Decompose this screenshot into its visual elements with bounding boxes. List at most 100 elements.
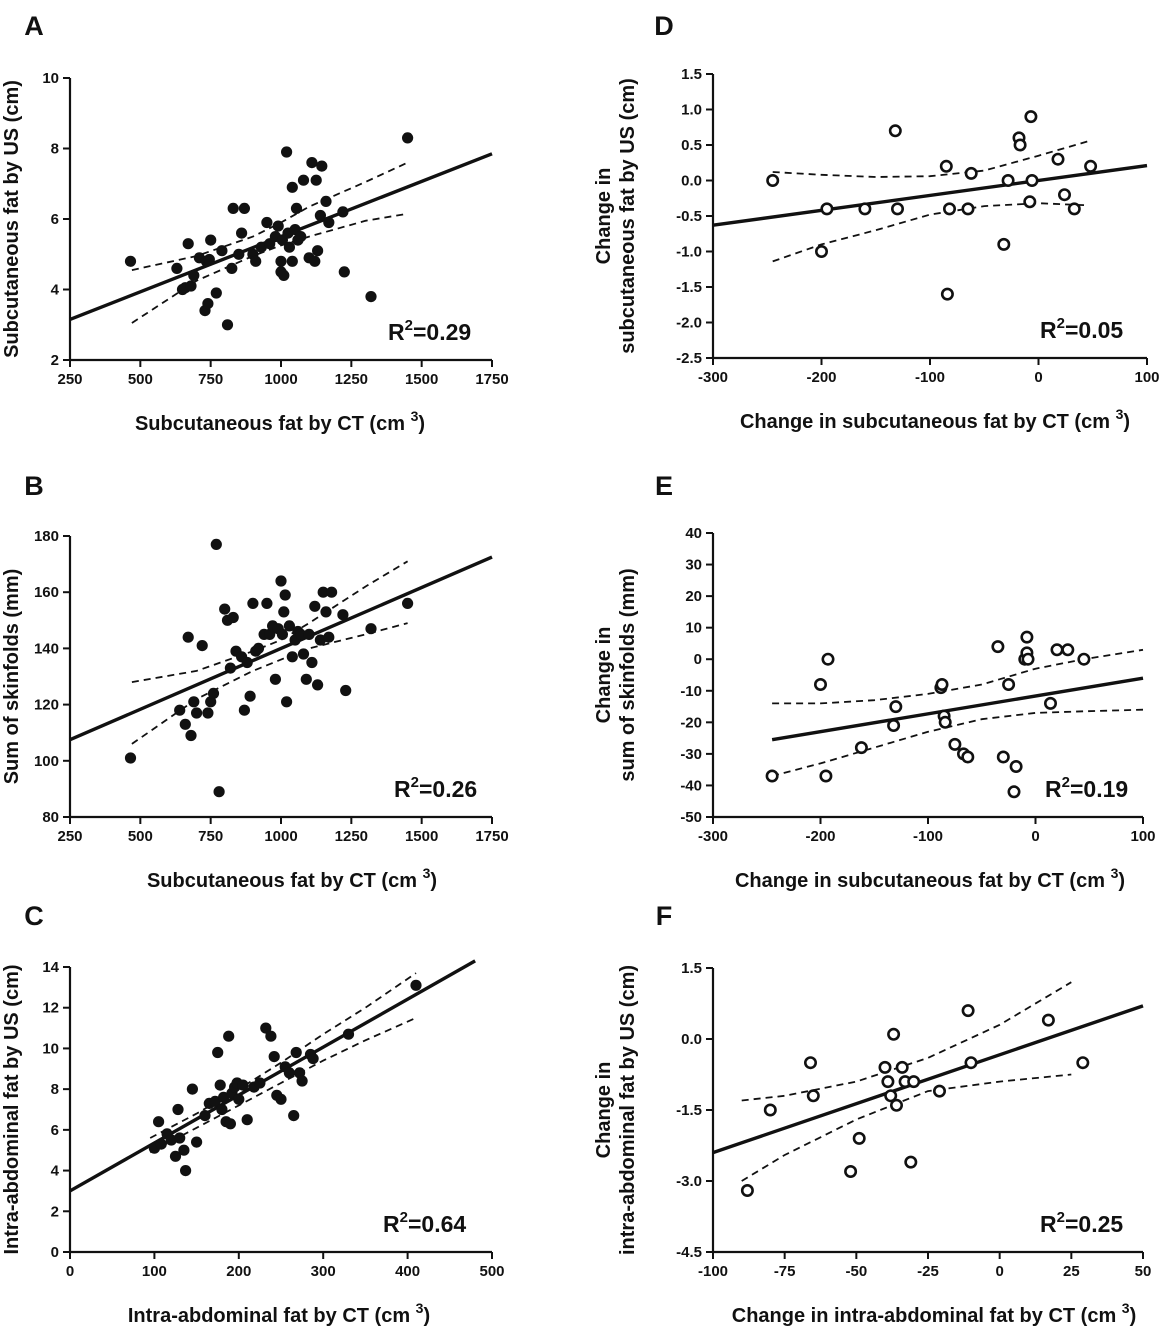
- panel-a-data-point: [236, 227, 248, 239]
- panel-b-x-tick-label: 500: [128, 828, 153, 845]
- panel-c-data-point: [265, 1030, 277, 1042]
- panel-a-data-point: [312, 245, 324, 257]
- panel-e-x-tick-label: -200: [805, 828, 835, 845]
- panel-c-data-point: [218, 1091, 230, 1103]
- panel-c-ci-upper: [149, 972, 417, 1139]
- panel-f-x-tick-label: 0: [995, 1263, 1003, 1280]
- panel-e-letter: E: [655, 471, 673, 501]
- panel-d-data-point: [1013, 138, 1027, 152]
- panel-d-data-point: [820, 202, 834, 216]
- panel-a-x-axis-label: Subcutaneous fat by CT (cm 3): [135, 408, 425, 435]
- panel-a-data-point: [202, 298, 214, 310]
- panel-f-data-point: [887, 1027, 901, 1041]
- panel-d-x-tick-label: -200: [806, 369, 836, 386]
- panel-d-ci-upper: [772, 140, 1088, 178]
- panel-a-x-tick-label: 1250: [335, 371, 368, 388]
- panel-a-y-tick-label: 6: [51, 211, 59, 228]
- panel-a-data-point: [182, 238, 194, 250]
- panel-f-r-squared: R2=0.25: [1040, 1209, 1123, 1237]
- panel-e-data-point: [889, 700, 903, 714]
- panel-e-data-point: [991, 640, 1005, 654]
- panel-c-y-tick-label: 0: [51, 1244, 59, 1261]
- panel-b-data-point: [238, 704, 250, 716]
- panel-c-x-tick-label: 400: [395, 1263, 420, 1280]
- panel-b-data-point: [174, 704, 186, 716]
- panel-c-y-tick-label: 4: [51, 1163, 60, 1180]
- panel-c-data-point: [169, 1150, 182, 1162]
- panel-f-y-tick-label: -4.5: [676, 1244, 702, 1261]
- panel-f-x-tick-label: 50: [1135, 1263, 1152, 1280]
- panel-c-data-point: [172, 1103, 184, 1116]
- panel-e-y-tick-label: 20: [685, 588, 702, 605]
- panel-b-data-point: [213, 786, 225, 798]
- panel-f-x-axis-label: Change in intra-abdominal fat by CT (cm …: [732, 1300, 1137, 1327]
- panel-f-y-tick-label: 1.5: [681, 960, 702, 977]
- panel-d-data-point: [858, 202, 872, 216]
- panel-b-data-point: [124, 752, 137, 764]
- panel-c-data-point: [199, 1110, 211, 1122]
- panel-a-data-point: [290, 202, 303, 214]
- panel-e-data-point: [1020, 630, 1034, 644]
- panel-a-data-point: [171, 262, 183, 274]
- panel-c-data-point: [155, 1138, 167, 1150]
- panel-b-y-tick-label: 140: [34, 640, 59, 657]
- panel-f-y-tick-label: -1.5: [676, 1102, 702, 1119]
- panel-a-data-point: [295, 231, 307, 243]
- panel-e-y-tick-label: -50: [680, 809, 702, 826]
- panel-e-y-tick-label: 30: [685, 557, 702, 574]
- panel-e-data-point: [1061, 643, 1075, 657]
- panel-a-data-point: [310, 174, 322, 186]
- panel-b-data-point: [312, 679, 324, 691]
- panel-b-ci-upper: [131, 560, 409, 683]
- panel-d-data-point: [1058, 188, 1072, 202]
- panel-a-data-point: [281, 146, 293, 158]
- panel-b-data-point: [297, 648, 310, 660]
- panel-e-y-tick-label: -40: [680, 777, 702, 794]
- panel-b-data-point: [227, 611, 239, 624]
- panel-a-data-point: [255, 241, 267, 253]
- panel-b-data-point: [326, 586, 338, 598]
- panel-d-r-squared: R2=0.05: [1040, 315, 1123, 343]
- panel-e-data-point: [1009, 759, 1023, 773]
- panel-b-x-tick-label: 1750: [475, 828, 508, 845]
- panel-f-x-tick-label: -75: [774, 1263, 796, 1280]
- panel-d-y-tick-label: -2.0: [676, 315, 702, 332]
- panel-e-y-tick-label: -10: [680, 683, 702, 700]
- panel-c-ci-lower: [149, 1017, 417, 1154]
- panel-e-data-point: [961, 750, 975, 764]
- panel-a-data-point: [185, 280, 197, 292]
- panel-b-data-point: [278, 606, 290, 618]
- panel-b-data-point: [303, 628, 315, 641]
- panel-a-data-point: [283, 241, 295, 253]
- panel-d: D -300 -200 -100 0 100 -2.5 -2.0 -1.5 -1.0 -0.5 0.0…: [593, 11, 1160, 433]
- panel-d-y-tick-label: -1.5: [676, 279, 702, 296]
- panel-c-y-axis-label: Intra-abdominal fat by US (cm): [1, 964, 23, 1254]
- panel-a-x-tick-label: 250: [57, 371, 82, 388]
- panel-d-data-point: [1084, 159, 1098, 173]
- panel-b-data-point: [202, 707, 214, 719]
- panel-b-data-point: [320, 606, 332, 618]
- panel-e-y-tick-label: 10: [685, 620, 702, 637]
- panel-f-y-tick-label: -3.0: [676, 1173, 702, 1190]
- panel-c-data-point: [307, 1053, 319, 1065]
- panel-a-y-tick-label: 10: [42, 70, 59, 87]
- panel-f-data-point: [878, 1060, 892, 1074]
- panel-e-data-point: [765, 769, 779, 783]
- panel-b-data-point: [196, 640, 208, 652]
- panel-c-y-tick-label: 8: [51, 1081, 59, 1098]
- panel-b-data-point: [365, 623, 377, 635]
- panel-d-data-point: [890, 202, 904, 216]
- panel-e-data-point: [996, 750, 1010, 764]
- panel-f-y-tick-label: 0.0: [681, 1031, 702, 1048]
- panel-f-data-point: [889, 1098, 903, 1112]
- panel-e-x-tick-label: 100: [1130, 828, 1155, 845]
- panel-a-data-point: [306, 157, 318, 169]
- panel-b-fit-line: [69, 555, 493, 742]
- panel-d-y-tick-label: -0.5: [676, 208, 702, 225]
- panel-c-r-squared: R2=0.64: [383, 1209, 466, 1237]
- panel-d-data-point: [1024, 110, 1038, 124]
- panel-b-data-point: [309, 600, 321, 612]
- panel-b-data-point: [207, 687, 220, 700]
- panel-b-data-point: [317, 586, 329, 598]
